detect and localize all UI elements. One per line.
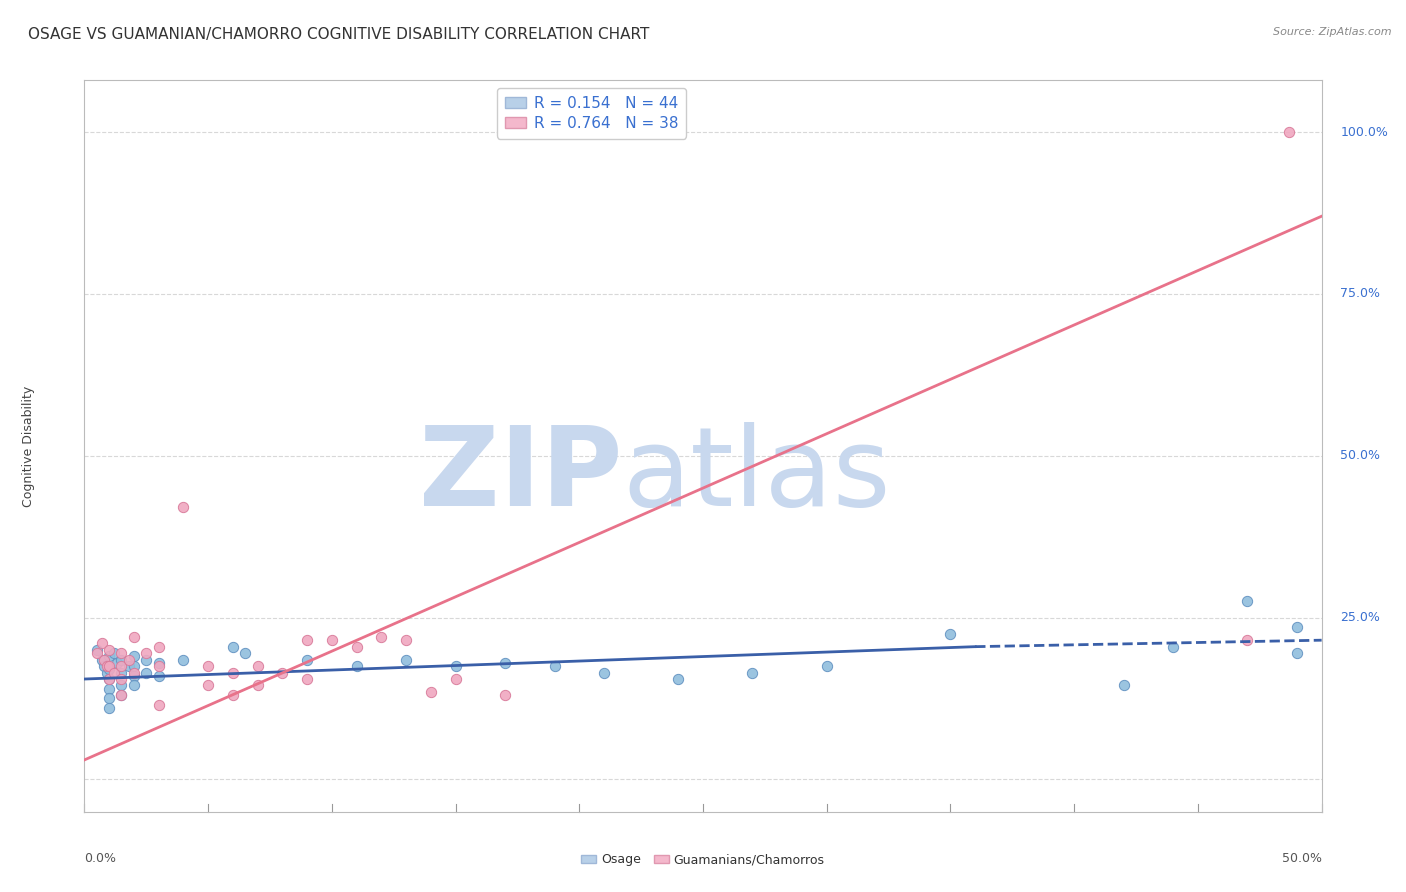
Point — [86, 643, 108, 657]
Text: 50.0%: 50.0% — [1282, 852, 1322, 865]
Point — [110, 659, 132, 673]
Point — [98, 681, 121, 696]
Point — [93, 652, 115, 666]
Point — [543, 659, 565, 673]
Point — [135, 652, 157, 666]
Point — [395, 652, 418, 666]
Point — [172, 652, 194, 666]
Point — [103, 646, 125, 660]
Point — [370, 630, 392, 644]
Point — [1112, 678, 1135, 692]
Point — [295, 652, 318, 666]
Point — [110, 652, 132, 666]
Point — [98, 701, 121, 715]
Point — [148, 669, 170, 683]
Point — [741, 665, 763, 680]
Point — [110, 688, 132, 702]
Point — [321, 633, 343, 648]
Point — [666, 672, 689, 686]
Text: Cognitive Disability: Cognitive Disability — [22, 385, 35, 507]
Point — [1285, 620, 1308, 634]
Text: ZIP: ZIP — [419, 422, 623, 529]
Point — [90, 636, 112, 650]
Text: 50.0%: 50.0% — [1340, 450, 1381, 462]
Point — [86, 646, 108, 660]
Point — [122, 659, 145, 673]
Point — [1285, 646, 1308, 660]
Point — [419, 685, 441, 699]
Legend: Osage, Guamanians/Chamorros: Osage, Guamanians/Chamorros — [576, 848, 830, 871]
Point — [271, 665, 294, 680]
Point — [346, 659, 368, 673]
Point — [122, 649, 145, 664]
Point — [246, 659, 269, 673]
Text: Source: ZipAtlas.com: Source: ZipAtlas.com — [1274, 27, 1392, 37]
Point — [90, 652, 112, 666]
Point — [1236, 594, 1258, 608]
Point — [222, 688, 245, 702]
Point — [122, 665, 145, 680]
Point — [110, 646, 132, 660]
Point — [122, 669, 145, 683]
Text: OSAGE VS GUAMANIAN/CHAMORRO COGNITIVE DISABILITY CORRELATION CHART: OSAGE VS GUAMANIAN/CHAMORRO COGNITIVE DI… — [28, 27, 650, 42]
Point — [103, 665, 125, 680]
Point — [197, 678, 219, 692]
Point — [222, 665, 245, 680]
Point — [96, 665, 118, 680]
Point — [118, 659, 141, 673]
Point — [172, 500, 194, 515]
Point — [122, 630, 145, 644]
Point — [110, 688, 132, 702]
Point — [593, 665, 616, 680]
Point — [222, 640, 245, 654]
Point — [135, 646, 157, 660]
Point — [494, 656, 516, 670]
Point — [98, 691, 121, 706]
Point — [98, 662, 121, 676]
Text: 100.0%: 100.0% — [1340, 126, 1388, 138]
Text: 25.0%: 25.0% — [1340, 611, 1381, 624]
Point — [295, 633, 318, 648]
Point — [815, 659, 838, 673]
Point — [98, 649, 121, 664]
Point — [148, 656, 170, 670]
Point — [395, 633, 418, 648]
Point — [135, 665, 157, 680]
Point — [1278, 125, 1301, 139]
Point — [494, 688, 516, 702]
Point — [246, 678, 269, 692]
Point — [1236, 633, 1258, 648]
Point — [148, 659, 170, 673]
Point — [110, 665, 132, 680]
Text: 0.0%: 0.0% — [84, 852, 117, 865]
Point — [148, 698, 170, 712]
Point — [118, 652, 141, 666]
Point — [93, 659, 115, 673]
Point — [939, 626, 962, 640]
Point — [105, 656, 128, 670]
Point — [110, 672, 132, 686]
Point — [96, 659, 118, 673]
Point — [233, 646, 256, 660]
Point — [148, 640, 170, 654]
Point — [295, 672, 318, 686]
Point — [346, 640, 368, 654]
Point — [444, 672, 467, 686]
Text: 75.0%: 75.0% — [1340, 287, 1381, 301]
Point — [98, 643, 121, 657]
Point — [122, 678, 145, 692]
Point — [98, 672, 121, 686]
Text: atlas: atlas — [623, 422, 891, 529]
Point — [1161, 640, 1184, 654]
Point — [98, 659, 121, 673]
Point — [110, 678, 132, 692]
Point — [444, 659, 467, 673]
Point — [98, 672, 121, 686]
Point — [197, 659, 219, 673]
